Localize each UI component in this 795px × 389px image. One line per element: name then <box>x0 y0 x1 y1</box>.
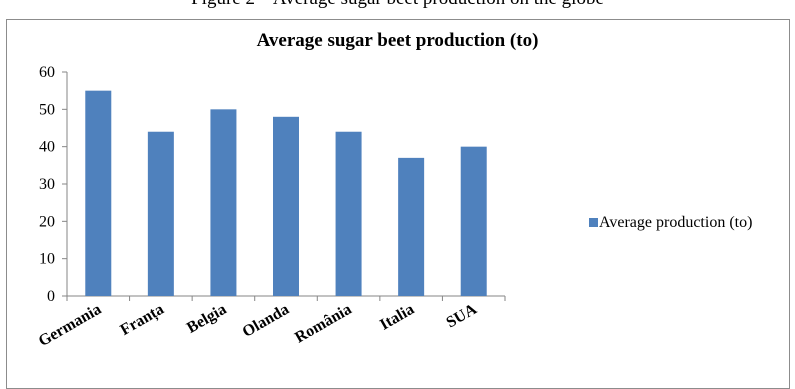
x-tick-label: România <box>292 301 354 347</box>
legend-label: Average production (to) <box>599 214 753 231</box>
x-tick-label: SUA <box>443 301 480 332</box>
bar-germania <box>85 90 112 297</box>
y-tick-label: 30 <box>39 176 55 193</box>
bar-sua <box>460 146 487 296</box>
x-tick-label: Italia <box>377 301 417 334</box>
bar-chart: 0 10 20 30 40 50 60 Germania Franța Belgia Olanda R… <box>36 64 506 350</box>
chart-legend: Average production (to) <box>589 213 789 232</box>
y-tick-label: 20 <box>39 213 55 230</box>
y-tick-label: 60 <box>39 64 55 81</box>
bar-franța <box>147 131 174 296</box>
bar-italia <box>398 157 425 296</box>
x-tick-label: Belgia <box>184 301 229 337</box>
y-tick-label: 10 <box>39 251 55 268</box>
bar-olanda <box>273 116 299 296</box>
x-tick-label: Olanda <box>240 301 292 341</box>
bar-românia <box>335 131 362 296</box>
figure-caption: Figure 2 – Average sugar beet production… <box>0 0 795 10</box>
y-tick-label: 50 <box>39 101 55 118</box>
y-tick-label: 40 <box>39 139 55 156</box>
chart-title: Average sugar beet production (to) <box>256 30 539 51</box>
chart-bars <box>85 90 487 297</box>
y-tick-label: 0 <box>47 288 55 305</box>
x-tick-label: Franța <box>118 301 168 340</box>
x-tick-label: Germania <box>36 301 105 350</box>
chart-frame <box>6 19 790 389</box>
legend-swatch <box>589 218 598 227</box>
bar-belgia <box>210 109 237 296</box>
